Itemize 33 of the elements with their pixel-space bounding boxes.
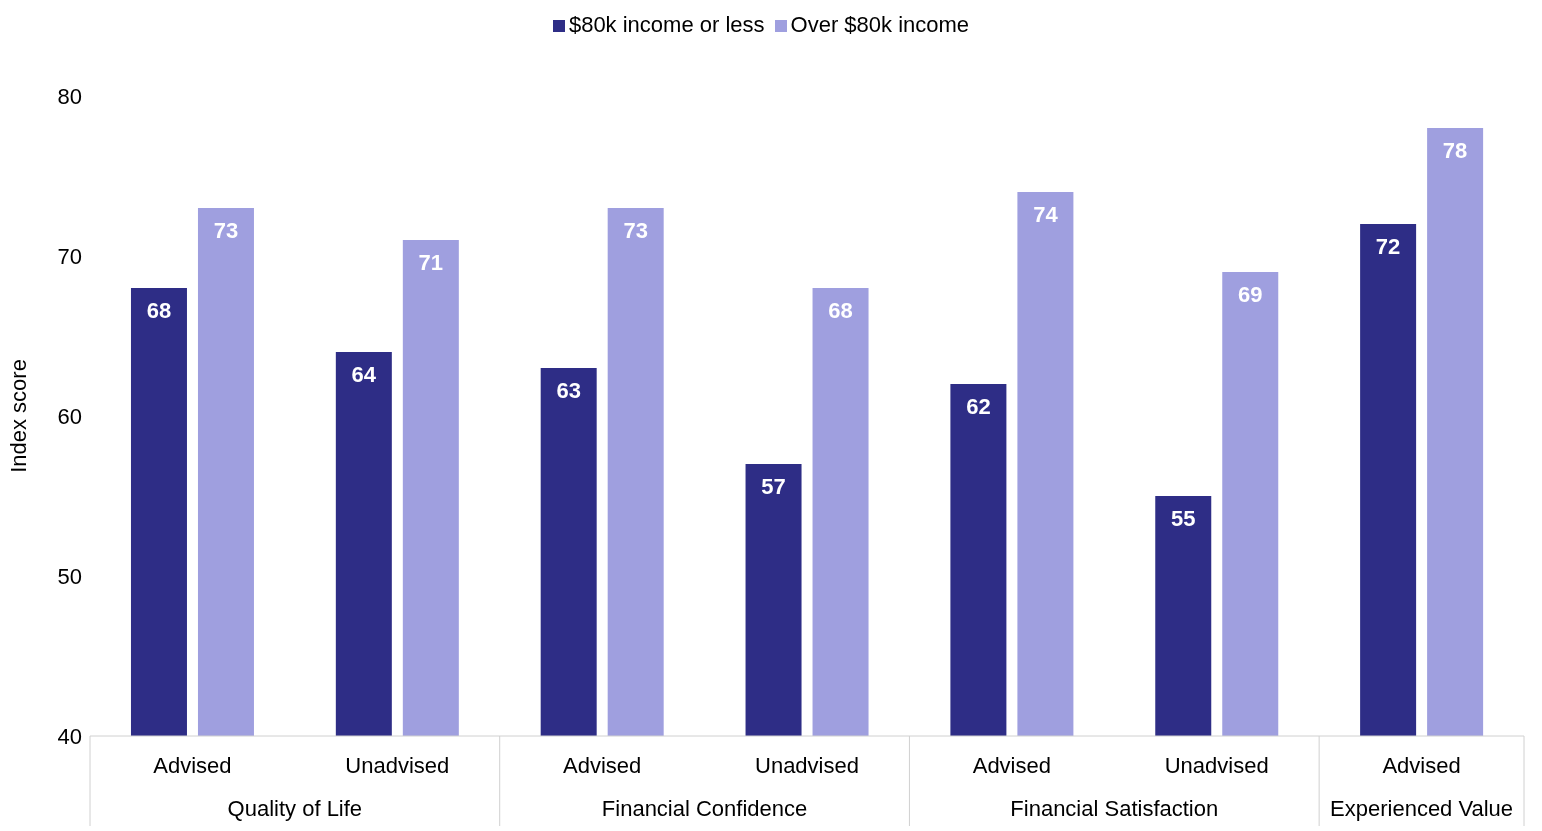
x-tick-label: Advised: [1382, 753, 1461, 778]
text: Experienced Value: [1330, 796, 1514, 821]
x-tick-label: Unadvised: [755, 753, 859, 778]
y-tick-label: 50: [57, 563, 82, 589]
y-tick-label: 40: [57, 723, 82, 749]
data-label: 74: [1033, 201, 1059, 227]
x-tick-label: Advised: [563, 753, 642, 778]
text: Quality of Life: [227, 796, 363, 821]
data-label: 68: [828, 297, 853, 323]
data-label: 63: [556, 377, 581, 403]
y-axis-title: Index score: [5, 359, 31, 473]
text: Financial Confidence: [601, 796, 808, 821]
data-label: 71: [418, 249, 444, 275]
data-label: 78: [1442, 137, 1468, 163]
legend-label: Over $80k income: [790, 12, 970, 37]
data-label: 68: [146, 297, 172, 323]
data-label: 55: [1171, 505, 1196, 531]
x-tick-label: Unadvised: [345, 753, 450, 778]
data-label: 64: [351, 361, 377, 387]
data-label: 72: [1375, 233, 1401, 259]
data-label: 73: [213, 217, 239, 243]
y-tick-label: 60: [57, 403, 82, 429]
y-tick-label: 70: [57, 243, 82, 269]
data-label: 73: [623, 217, 648, 243]
x-tick-label: Unadvised: [1164, 753, 1269, 778]
data-label: 57: [761, 473, 786, 499]
y-tick-label: 80: [57, 83, 82, 109]
legend-label: $80k income or less: [568, 12, 765, 37]
data-label: 62: [966, 393, 991, 419]
x-tick-label: Advised: [153, 753, 232, 778]
text: Financial Satisfaction: [1010, 796, 1219, 821]
x-tick-label: Advised: [972, 753, 1051, 778]
data-label: 69: [1238, 281, 1263, 307]
